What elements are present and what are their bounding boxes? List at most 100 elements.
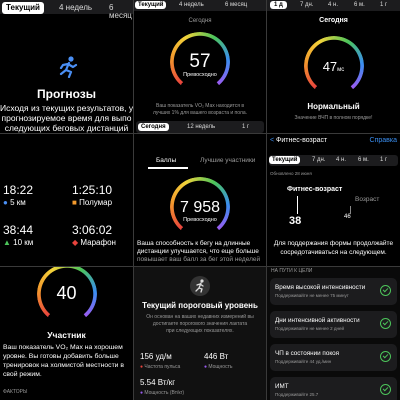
title: Текущий пороговый уровень	[142, 301, 258, 310]
text-line: Для поддержания формы продолжайте	[273, 240, 394, 247]
distance: Полумар	[79, 198, 113, 207]
distance: 10 км	[13, 238, 34, 247]
tab[interactable]: Лучшие участники	[200, 157, 256, 164]
text-line: следующих беговых дистанций	[4, 123, 129, 133]
age-value: 46	[344, 214, 351, 220]
goal-card[interactable]: ЧП в состоянии покоя Поддерживайте 44 уд…	[270, 344, 397, 371]
fitness-age-value: 38	[289, 215, 302, 227]
goal-subtitle: Поддерживайте не менее 2 дней	[275, 326, 344, 331]
result-distance: ▲ 10 км	[3, 238, 34, 247]
metric-value: 156 уд/м	[140, 352, 172, 361]
help-link[interactable]: Справка	[369, 137, 397, 144]
text-line: Ваша способность к бегу на длинные	[137, 240, 251, 247]
text-line: дистанции улучшается, что еще больше	[137, 248, 259, 255]
result-time: 3:06:02	[72, 223, 113, 237]
text-line: Он основан на ваших недавних измерений в…	[146, 314, 254, 320]
tab[interactable]: 1 г	[380, 2, 388, 8]
tab[interactable]: 7 дн.	[300, 2, 314, 8]
check-icon	[380, 351, 391, 362]
gauge-value: 7 958	[179, 199, 221, 216]
label: Частота пульса	[144, 364, 181, 370]
goal-title: Время высокой интенсивности	[275, 284, 366, 291]
text-line: лучших 1% для вашего возраста и пола.	[152, 110, 248, 116]
runner-icon	[59, 56, 78, 78]
tab[interactable]: Текущий	[269, 156, 301, 164]
tab[interactable]: 4 н.	[336, 157, 346, 163]
gauge-value: 40	[56, 283, 77, 303]
text-line: прогнозируемое время для выпо	[1, 113, 132, 123]
rating: Участник	[47, 330, 86, 340]
tab[interactable]: 6 м.	[354, 2, 365, 8]
tab[interactable]: 6 месяц	[109, 3, 132, 20]
check-icon	[380, 318, 391, 329]
goal-subtitle: Поддерживайте не менее 75 минут	[275, 293, 349, 298]
hrv-panel: 1 д 7 дн. 4 н. 6 м. 1 г Сегодня 47мс Нор…	[267, 0, 400, 133]
goal-title: Дни интенсивной активности	[275, 317, 360, 324]
value: 47	[322, 59, 338, 74]
result-time: 38:44	[3, 223, 34, 237]
text-line: уровне. Вы готовы добавить больше	[3, 353, 119, 360]
tab[interactable]: 1 д	[270, 1, 287, 9]
tab[interactable]: Сегодня	[138, 123, 169, 131]
distance: 5 км	[10, 198, 26, 207]
result-time: 1:25:10	[72, 183, 113, 197]
endurance-panel: Баллы Лучшие участники 7 958 Превосходно…	[134, 134, 266, 266]
tab-underline	[148, 167, 188, 169]
fitness-age-panel: < Фитнес-возраст Справка Текущий 7 дн. 4…	[267, 134, 400, 266]
distance: Марафон	[80, 238, 116, 247]
metric-value: 5.54 Вт/кг	[140, 378, 176, 387]
tab[interactable]: 6 месяц	[225, 2, 248, 8]
metric-label: ● Мощность	[204, 364, 233, 370]
title: Прогнозы	[37, 87, 96, 101]
goal-title: ИМТ	[275, 383, 289, 390]
text-line: тренировок на холмистой местности в	[3, 362, 124, 369]
label: Мощность (Вт/кг)	[144, 390, 185, 396]
unit: мс	[337, 67, 345, 73]
period: Сегодня	[319, 17, 348, 24]
metric-value: 446 Вт	[204, 352, 229, 361]
gauge-value: 47мс	[267, 60, 400, 73]
age-label: Возраст	[355, 196, 380, 203]
tab[interactable]: 1 г	[380, 157, 388, 163]
tab[interactable]: 12 недель	[187, 124, 216, 130]
tab-bar	[269, 155, 398, 166]
tab[interactable]: Текущий	[135, 1, 167, 9]
tab[interactable]: 4 недель	[179, 2, 204, 8]
result-distance: ■ Полумар	[72, 198, 113, 207]
tab[interactable]: 7 дн.	[312, 157, 326, 163]
label: Мощность	[208, 364, 233, 370]
goals-panel: НА ПУТИ К ЦЕЛИ Время высокой интенсивнос…	[267, 267, 400, 400]
tab[interactable]: 4 недель	[59, 3, 93, 12]
result-distance: ◆ Марафон	[72, 238, 116, 247]
text-line: Ваш показатель VO₂ Max находится в	[156, 103, 244, 109]
screen-title: Фитнес-возраст	[276, 137, 328, 144]
runner-icon	[195, 279, 204, 293]
tab[interactable]: 6 м.	[358, 157, 369, 163]
marker	[350, 206, 351, 214]
goal-subtitle: Поддерживайте 25.7	[275, 392, 319, 397]
goal-title: ЧП в состоянии покоя	[275, 350, 340, 357]
goal-card[interactable]: Время высокой интенсивности Поддерживайт…	[270, 278, 397, 305]
tab[interactable]: 4 н.	[328, 2, 338, 8]
result-distance: ● 5 км	[3, 198, 26, 207]
gauge-value: 57	[189, 51, 211, 72]
gauge-ring	[170, 177, 230, 237]
goal-card[interactable]: ИМТ Поддерживайте 25.7	[270, 377, 397, 400]
text-line: повышает ваш балл за бег этой неделей	[137, 256, 261, 263]
text-line: Исходя из текущих результатов, у	[0, 103, 133, 113]
marker	[297, 196, 298, 214]
check-icon	[380, 384, 391, 395]
note: Значение ВЧП в полном порядке!	[294, 115, 373, 121]
check-icon	[380, 285, 391, 296]
back-button[interactable]: < Фитнес-возраст	[270, 137, 328, 144]
result-time: 18:22	[3, 183, 34, 197]
tab[interactable]: 1 г	[242, 124, 250, 130]
text-line: свой режим.	[3, 371, 42, 378]
tab[interactable]: Текущий	[2, 2, 44, 14]
gauge-ring	[304, 36, 364, 96]
goal-card[interactable]: Дни интенсивной активности Поддерживайте…	[270, 311, 397, 338]
section-title: ФАКТОРЫ	[3, 389, 28, 395]
tab[interactable]: Баллы	[156, 157, 177, 164]
section-title: НА ПУТИ К ЦЕЛИ	[271, 268, 313, 274]
